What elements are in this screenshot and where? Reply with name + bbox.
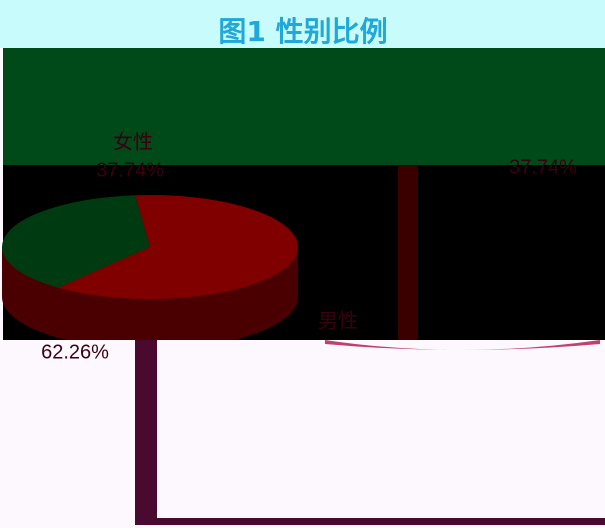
frame-bottom: [135, 518, 605, 525]
slice-value-label: 37.74%: [96, 159, 164, 181]
frame-left: [135, 340, 157, 525]
green-band: [3, 48, 605, 165]
stripe: [398, 165, 418, 340]
pie-edge: [325, 340, 600, 350]
slice-label: 男性: [318, 309, 358, 333]
pie: [1, 195, 298, 340]
chart-title: 图1 性别比例: [218, 15, 387, 48]
pie-slice: [58, 195, 298, 299]
slice-label: 女性: [113, 130, 153, 154]
slice-value-label: 37.74%: [509, 156, 577, 178]
pie-slice: [1, 195, 151, 288]
slice-value-label: 62.26%: [41, 341, 109, 363]
title-band: [0, 0, 605, 48]
